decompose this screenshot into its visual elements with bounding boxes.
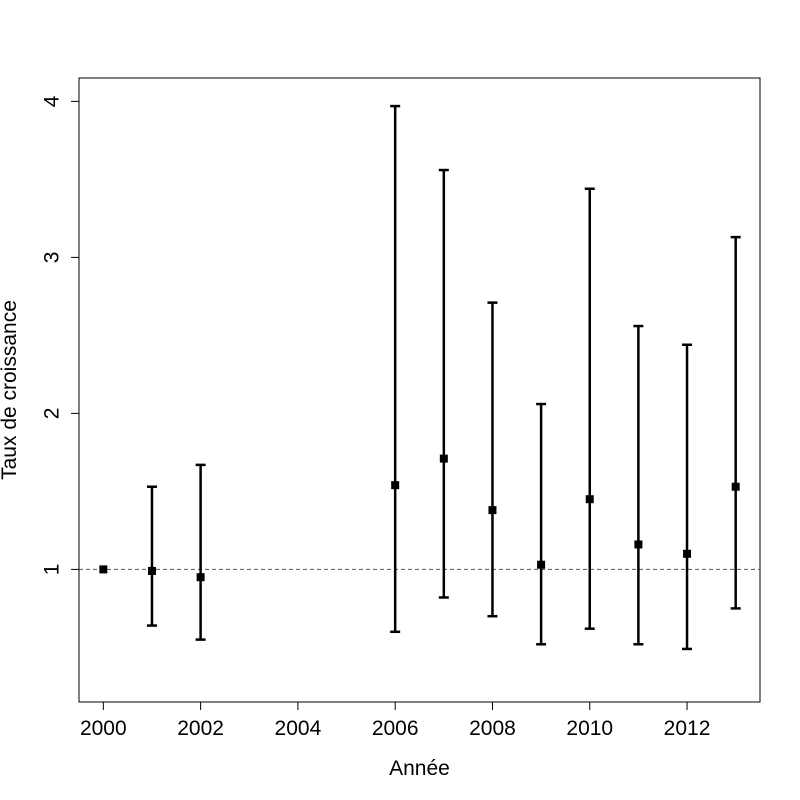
- data-point-group: [487, 301, 498, 618]
- data-point: [391, 481, 400, 490]
- plot-frame: [78, 77, 761, 703]
- data-point-group: [146, 485, 157, 627]
- data-point: [99, 565, 108, 574]
- data-point: [585, 495, 594, 504]
- data-point: [683, 549, 692, 558]
- data-point: [537, 560, 546, 569]
- data-point: [731, 482, 740, 491]
- data-point: [196, 573, 205, 582]
- data-point-group: [682, 343, 693, 651]
- data-point: [488, 506, 497, 515]
- y-axis-title: Taux de croissance: [0, 300, 21, 480]
- y-tick-label: 4: [40, 95, 63, 107]
- data-point-group: [195, 463, 206, 641]
- data-point: [147, 566, 156, 575]
- data-point-group: [99, 565, 108, 574]
- y-tick-label: 3: [40, 252, 63, 264]
- y-tick-label: 2: [40, 408, 63, 420]
- data-point-group: [390, 104, 401, 634]
- data-point-group: [730, 235, 741, 610]
- y-axis: 1 2 3 4: [40, 95, 80, 576]
- x-tick-label: 2002: [177, 717, 224, 740]
- series-layer: [99, 104, 741, 651]
- x-axis-title: Année: [389, 757, 450, 780]
- data-point: [439, 454, 448, 463]
- y-tick-label: 1: [40, 564, 63, 576]
- data-point-group: [536, 402, 547, 646]
- x-tick-label: 2008: [469, 717, 516, 740]
- x-tick-label: 2010: [566, 717, 613, 740]
- data-point-group: [584, 187, 595, 630]
- data-point-group: [633, 324, 644, 646]
- data-point-group: [438, 168, 449, 599]
- data-point: [634, 540, 643, 549]
- x-tick-label: 2000: [80, 717, 127, 740]
- x-tick-label: 2004: [275, 717, 322, 740]
- x-tick-label: 2012: [664, 717, 711, 740]
- x-tick-label: 2006: [372, 717, 419, 740]
- x-axis: 2000 2002 2004 2006 2008 2010 2012: [80, 701, 711, 740]
